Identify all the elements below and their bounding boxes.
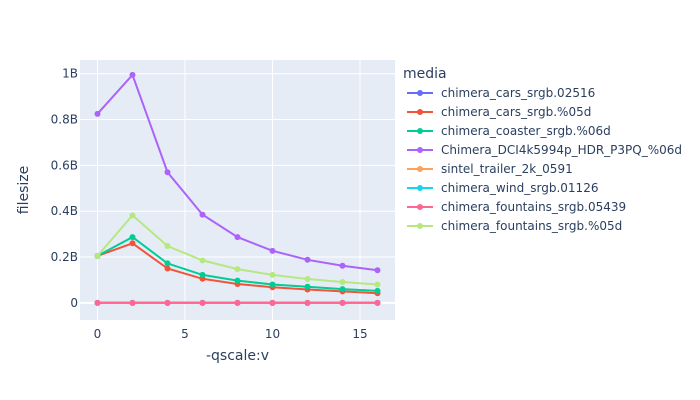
data-point[interactable]: [129, 212, 136, 219]
legend-label: sintel_trailer_2k_0591: [441, 162, 573, 176]
x-tick-label: 15: [352, 327, 367, 341]
data-point[interactable]: [199, 257, 206, 264]
series-7: [94, 212, 381, 288]
data-point[interactable]: [129, 240, 136, 247]
data-point[interactable]: [304, 283, 311, 290]
legend-item[interactable]: chimera_cars_srgb.%05d: [407, 105, 591, 119]
data-point[interactable]: [269, 299, 276, 306]
data-point[interactable]: [164, 260, 171, 267]
data-point[interactable]: [304, 256, 311, 263]
data-point[interactable]: [374, 281, 381, 288]
legend-label: Chimera_DCI4k5994p_HDR_P3PQ_%06d: [441, 143, 682, 157]
data-point[interactable]: [129, 71, 136, 78]
legend-item[interactable]: chimera_cars_srgb.02516: [407, 86, 595, 100]
legend-marker: [417, 204, 423, 210]
data-point[interactable]: [374, 299, 381, 306]
legend-title: media: [403, 66, 447, 82]
y-tick-label: 0: [70, 296, 78, 310]
legend-label: chimera_cars_srgb.%05d: [441, 105, 591, 119]
legend-item[interactable]: Chimera_DCI4k5994p_HDR_P3PQ_%06d: [407, 143, 682, 157]
legend-item[interactable]: chimera_fountains_srgb.%05d: [407, 219, 622, 233]
data-point[interactable]: [94, 110, 101, 117]
data-point[interactable]: [164, 169, 171, 176]
data-point[interactable]: [304, 275, 311, 282]
legend-label: chimera_fountains_srgb.05439: [441, 200, 626, 214]
y-tick-label: 0.6B: [51, 158, 78, 172]
legend-marker: [417, 166, 423, 172]
data-point[interactable]: [199, 211, 206, 218]
data-point[interactable]: [269, 271, 276, 278]
data-point[interactable]: [164, 299, 171, 306]
series-3: [94, 71, 381, 274]
legend-marker: [417, 185, 423, 191]
data-point[interactable]: [234, 299, 241, 306]
legend[interactable]: media chimera_cars_srgb.02516 chimera_car…: [403, 66, 682, 233]
legend-marker: [417, 147, 423, 153]
data-point[interactable]: [164, 265, 171, 272]
data-point[interactable]: [164, 243, 171, 250]
data-point[interactable]: [339, 262, 346, 269]
x-axis-title: -qscale:v: [206, 348, 269, 364]
y-tick-label: 0.8B: [51, 113, 78, 127]
y-axis-title: filesize: [16, 166, 32, 214]
y-tick-label: 0.2B: [51, 250, 78, 264]
legend-item[interactable]: chimera_wind_srgb.01126: [407, 181, 598, 195]
data-point[interactable]: [234, 277, 241, 284]
x-tick-label: 10: [265, 327, 280, 341]
series-6: [94, 299, 381, 306]
legend-label: chimera_wind_srgb.01126: [441, 181, 598, 195]
data-point[interactable]: [94, 252, 101, 259]
data-point[interactable]: [269, 281, 276, 288]
y-tick-label: 0.4B: [51, 204, 78, 218]
legend-item[interactable]: chimera_fountains_srgb.05439: [407, 200, 626, 214]
plot-background: [80, 60, 395, 320]
x-tick-label: 5: [181, 327, 189, 341]
legend-marker: [417, 223, 423, 229]
legend-label: chimera_cars_srgb.02516: [441, 86, 595, 100]
data-point[interactable]: [234, 234, 241, 241]
legend-marker: [417, 90, 423, 96]
data-point[interactable]: [234, 266, 241, 273]
legend-item[interactable]: sintel_trailer_2k_0591: [407, 162, 573, 176]
y-tick-label: 1B: [62, 67, 78, 81]
legend-marker: [417, 128, 423, 134]
legend-label: chimera_fountains_srgb.%05d: [441, 219, 622, 233]
data-point[interactable]: [304, 299, 311, 306]
series-group: [94, 71, 381, 306]
data-point[interactable]: [339, 278, 346, 285]
data-point[interactable]: [374, 287, 381, 294]
data-point[interactable]: [129, 299, 136, 306]
legend-item[interactable]: chimera_coaster_srgb.%06d: [407, 124, 611, 138]
data-point[interactable]: [339, 286, 346, 293]
x-tick-label: 0: [94, 327, 102, 341]
legend-label: chimera_coaster_srgb.%06d: [441, 124, 611, 138]
data-point[interactable]: [199, 271, 206, 278]
axis-ticks: 0 0.2B 0.4B 0.6B 0.8B 1B 0 5 10 15: [51, 67, 368, 341]
data-point[interactable]: [339, 299, 346, 306]
legend-marker: [417, 109, 423, 115]
data-point[interactable]: [269, 247, 276, 254]
data-point[interactable]: [199, 299, 206, 306]
data-point[interactable]: [374, 267, 381, 274]
data-point[interactable]: [129, 234, 136, 241]
data-point[interactable]: [94, 299, 101, 306]
